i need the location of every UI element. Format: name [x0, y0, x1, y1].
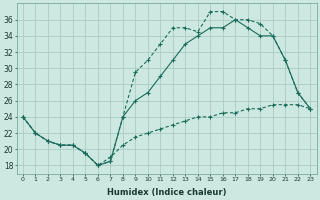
- X-axis label: Humidex (Indice chaleur): Humidex (Indice chaleur): [107, 188, 226, 197]
